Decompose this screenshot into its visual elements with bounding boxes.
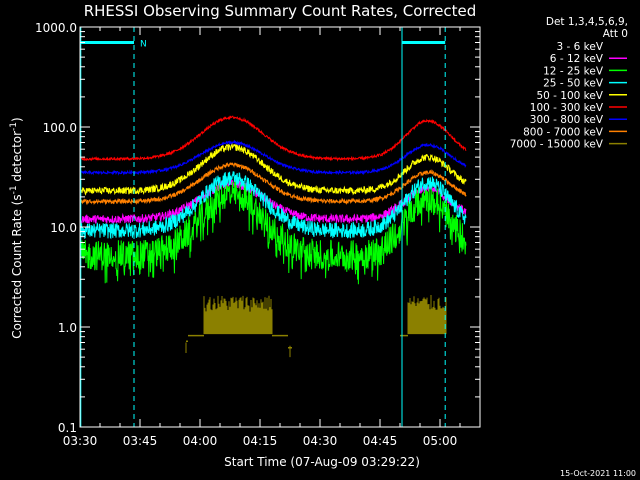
x-tick-label: 04:15 xyxy=(243,434,278,448)
legend-label: 25 - 50 keV xyxy=(543,78,604,90)
chart-title: RHESSI Observing Summary Count Rates, Co… xyxy=(84,2,477,20)
legend-label: 50 - 100 keV xyxy=(536,90,603,102)
y-tick-label: 1.0 xyxy=(58,321,77,335)
legend-label: 6 - 12 keV xyxy=(550,53,604,65)
legend-label: 800 - 7000 keV xyxy=(523,126,604,138)
y-tick-label: 1000.0 xyxy=(35,21,77,35)
legend-label: 100 - 300 keV xyxy=(530,102,604,114)
y-tick-label: 100.0 xyxy=(43,121,77,135)
x-tick-label: 03:45 xyxy=(123,434,158,448)
footer-date: 15-Oct-2021 11:00 xyxy=(560,469,636,478)
olive-block-0 xyxy=(203,295,273,335)
legend-header-line: Att 0 xyxy=(603,28,628,40)
legend-label: 300 - 800 keV xyxy=(530,114,604,126)
legend-label: 3 - 6 keV xyxy=(556,41,603,53)
plot-area: N 0.1 1.0 10.0 100.0 1000.0 03:30 03:45 04:00 04:… xyxy=(35,21,481,448)
x-tick-label: 03:30 xyxy=(63,434,98,448)
x-axis-label: Start Time (07-Aug-09 03:29:22) xyxy=(224,455,420,469)
olive-block-1 xyxy=(407,295,447,335)
legend-header-line: Det 1,3,4,5,6,9, xyxy=(546,16,628,28)
y-tick-label: 0.1 xyxy=(58,421,77,435)
legend-label: 7000 - 15000 keV xyxy=(510,139,604,151)
x-tick-label: 04:30 xyxy=(303,434,338,448)
saa-flag-label: N xyxy=(140,39,147,49)
y-tick-label: 10.0 xyxy=(50,221,77,235)
x-tick-label: 04:45 xyxy=(363,434,398,448)
x-tick-label: 04:00 xyxy=(183,434,218,448)
x-tick-label: 05:00 xyxy=(423,434,458,448)
legend-label: 12 - 25 keV xyxy=(543,65,604,77)
y-axis-label: Corrected Count Rate (s-1 detector-1) xyxy=(9,117,24,338)
